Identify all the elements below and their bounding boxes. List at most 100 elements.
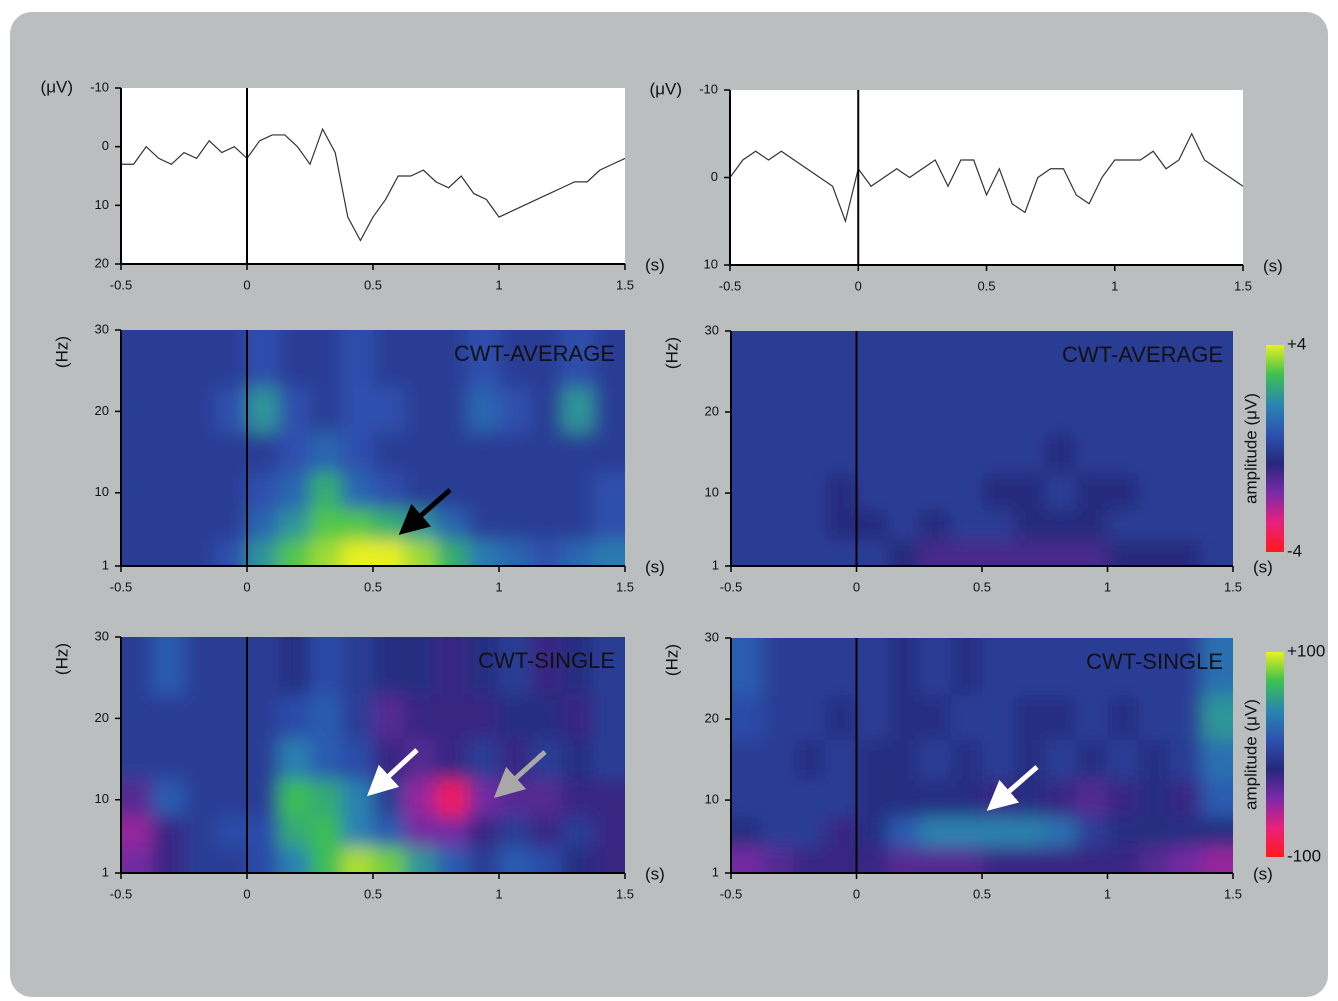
heatmap-cell xyxy=(468,779,500,816)
heatmap-cell xyxy=(153,472,185,509)
heatmap-cell xyxy=(279,739,311,780)
heatmap-cell xyxy=(825,432,857,473)
heatmap-cell xyxy=(405,779,437,816)
heatmap-cell xyxy=(1170,695,1202,740)
heatmap-cell xyxy=(857,388,889,433)
heatmap-cell xyxy=(405,694,437,739)
heatmap-cell xyxy=(1045,780,1077,817)
heatmap-cell xyxy=(1045,388,1077,433)
heatmap-cell xyxy=(373,509,405,540)
heatmap-cell xyxy=(1076,509,1108,540)
heatmap-cell xyxy=(310,472,342,509)
heatmap-cell xyxy=(1139,780,1171,817)
heatmap-cell xyxy=(1045,695,1077,740)
heatmap-cell xyxy=(982,432,1014,473)
heatmap-cell xyxy=(1045,509,1077,540)
heatmap-cell xyxy=(342,387,374,432)
heatmap-cell xyxy=(888,695,920,740)
y-tick-label: 10 xyxy=(95,484,109,499)
heatmap-cell xyxy=(499,387,531,432)
heatmap-cell xyxy=(531,779,563,816)
y-tick-label: 20 xyxy=(95,255,109,270)
heatmap-cell xyxy=(562,509,594,540)
y-axis-label: (μV) xyxy=(41,77,73,96)
x-tick-label: 0 xyxy=(243,886,250,901)
heatmap-cell xyxy=(1108,780,1140,817)
x-tick-label: 1.5 xyxy=(616,277,634,292)
heatmap-cell xyxy=(1045,432,1077,473)
heatmap-cell xyxy=(825,816,857,847)
heatmap-cell xyxy=(562,779,594,816)
heatmap-cell xyxy=(1013,473,1045,510)
heatmap-cell xyxy=(1108,388,1140,433)
heatmap-cell xyxy=(1139,739,1171,780)
heatmap-cell xyxy=(153,432,185,473)
heatmap-cell xyxy=(1170,739,1202,780)
heatmap-cell xyxy=(562,472,594,509)
heatmap-cell xyxy=(436,472,468,509)
colorbar-label: amplitude (μV) xyxy=(1241,699,1260,810)
heatmap-cell xyxy=(888,388,920,433)
heatmap-cell xyxy=(1013,388,1045,433)
heatmap-cell xyxy=(888,473,920,510)
heatmap-cell xyxy=(982,816,1014,847)
x-tick-label: -0.5 xyxy=(720,886,742,901)
heatmap-cell xyxy=(888,780,920,817)
heatmap-cell xyxy=(1013,816,1045,847)
heatmap-cell xyxy=(310,779,342,816)
heatmap-cell xyxy=(184,694,216,739)
heatmap-cell xyxy=(857,509,889,540)
heatmap-cell xyxy=(184,816,216,847)
heatmap-cell xyxy=(184,509,216,540)
heatmap-cell xyxy=(373,694,405,739)
heatmap-cell xyxy=(825,695,857,740)
heatmap-cell xyxy=(982,509,1014,540)
heatmap-cell xyxy=(982,473,1014,510)
heatmap-cell xyxy=(951,780,983,817)
x-tick-label: -0.5 xyxy=(720,579,742,594)
heatmap-cell xyxy=(184,739,216,780)
heatmap-cell xyxy=(1045,739,1077,780)
panel-title: CWT-SINGLE xyxy=(478,648,615,673)
heatmap-cell xyxy=(1013,695,1045,740)
heatmap-cell xyxy=(1170,816,1202,847)
heatmap-cell xyxy=(919,780,951,817)
heatmap-cell xyxy=(857,739,889,780)
heatmap-cell xyxy=(499,432,531,473)
heatmap-cell xyxy=(216,816,248,847)
x-axis-label: (s) xyxy=(1253,557,1273,576)
heatmap-cell xyxy=(951,509,983,540)
heatmap-cell xyxy=(1108,816,1140,847)
heatmap-cell xyxy=(762,695,794,740)
heatmap-cell xyxy=(857,432,889,473)
heatmap-cell xyxy=(794,388,826,433)
heatmap-cell xyxy=(562,739,594,780)
y-axis-label: (Hz) xyxy=(662,337,681,369)
heatmap-cell xyxy=(279,432,311,473)
heatmap-cell xyxy=(342,779,374,816)
heatmap-cell xyxy=(1108,739,1140,780)
heatmap-cell xyxy=(562,694,594,739)
y-tick-label: -10 xyxy=(699,81,718,96)
heatmap-cell xyxy=(1108,509,1140,540)
heatmap-cell xyxy=(1076,388,1108,433)
heatmap-cell xyxy=(888,509,920,540)
y-tick-label: 10 xyxy=(704,256,718,271)
heatmap-cell xyxy=(310,432,342,473)
heatmap-cell xyxy=(1139,432,1171,473)
heatmap-cell xyxy=(531,472,563,509)
heatmap-cell xyxy=(1170,473,1202,510)
heatmap-cell xyxy=(310,694,342,739)
heatmap-cell xyxy=(373,387,405,432)
heatmap-cell xyxy=(794,473,826,510)
x-tick-label: 1.5 xyxy=(616,886,634,901)
heatmap-cell xyxy=(499,779,531,816)
panel-title: CWT-AVERAGE xyxy=(1062,342,1223,367)
heatmap-cell xyxy=(1139,509,1171,540)
x-tick-label: 1.5 xyxy=(1224,886,1242,901)
y-tick-label: 20 xyxy=(95,710,109,725)
y-axis-label: (Hz) xyxy=(662,644,681,676)
heatmap-cell xyxy=(247,739,279,780)
heatmap-cell xyxy=(436,779,468,816)
heatmap-cell xyxy=(919,509,951,540)
